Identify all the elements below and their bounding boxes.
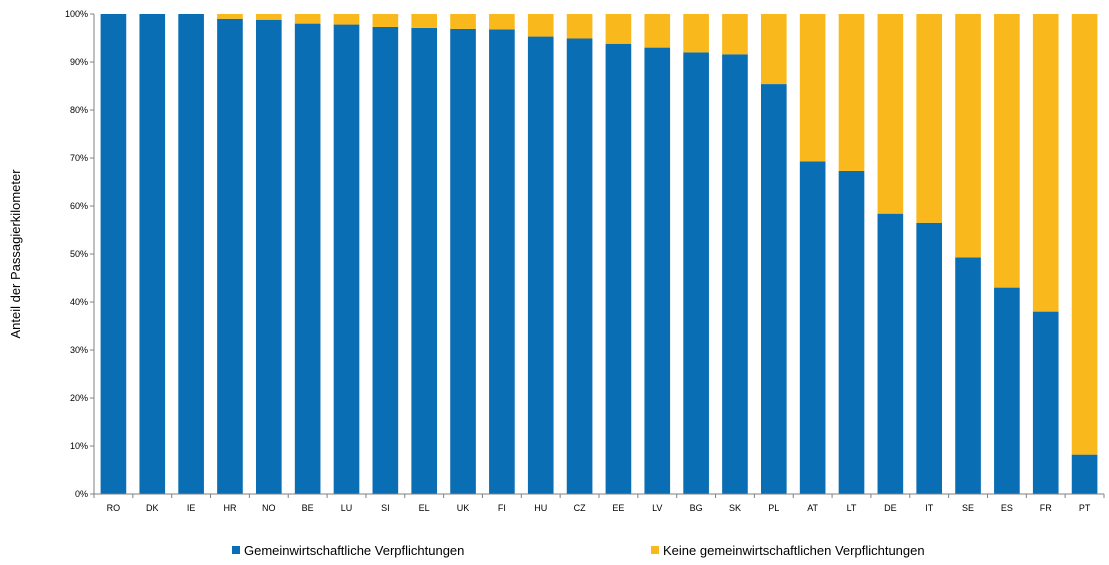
x-tick-label: BE: [302, 503, 314, 513]
bar-public-service-ro: [100, 14, 127, 494]
bar-no-public-service-hu: [527, 14, 554, 37]
bar-no-public-service-lu: [333, 14, 360, 25]
x-tick-label: UK: [457, 503, 470, 513]
x-tick-label: DE: [884, 503, 897, 513]
x-tick-label: IT: [925, 503, 934, 513]
x-tick-label: LT: [847, 503, 857, 513]
bar-public-service-bg: [683, 52, 709, 495]
y-tick-label: 80%: [70, 105, 88, 115]
x-axis-ticks: RO DK IE HR NO BE LU SI EL UK FI HU CZ EE LV BG SK PL AT LT…: [93, 494, 1105, 513]
bar-no-public-service-se: [955, 14, 981, 258]
bar-public-service-no: [255, 19, 282, 494]
x-tick-label: SE: [962, 503, 974, 513]
x-tick-label: BG: [690, 503, 703, 513]
x-tick-label: LU: [341, 503, 353, 513]
bar-public-service-ie: [178, 14, 204, 494]
bar-public-service-pl: [760, 84, 787, 494]
x-tick-label: EE: [612, 503, 624, 513]
x-tick-label: CZ: [574, 503, 586, 513]
x-tick-label: SK: [729, 503, 741, 513]
x-tick-label: FI: [498, 503, 506, 513]
bar-public-service-hr: [217, 18, 243, 495]
bar-public-service-at: [799, 161, 826, 495]
y-tick-label: 50%: [70, 249, 88, 259]
bar-no-public-service-ee: [605, 14, 632, 44]
bar-public-service-sk: [722, 54, 748, 494]
bar-no-public-service-be: [294, 14, 321, 24]
bar-no-public-service-fr: [1032, 14, 1059, 312]
bar-no-public-service-de: [877, 14, 904, 214]
x-tick-label: IE: [187, 503, 196, 513]
bar-no-public-service-cz: [566, 14, 593, 39]
x-tick-label: SI: [381, 503, 390, 513]
x-tick-label: HR: [223, 503, 236, 513]
y-tick-label: 100%: [65, 9, 88, 19]
legend-label-no-public-service: Keine gemeinwirtschaftlichen Verpflichtu…: [663, 543, 925, 558]
bar-no-public-service-at: [799, 14, 826, 162]
bar-no-public-service-sk: [722, 14, 748, 55]
y-tick-label: 20%: [70, 393, 88, 403]
bar-public-service-hu: [527, 36, 554, 495]
bar-no-public-service-hr: [217, 14, 243, 19]
y-tick-label: 10%: [70, 441, 88, 451]
x-tick-label: ES: [1001, 503, 1013, 513]
bar-public-service-es: [994, 287, 1020, 494]
bar-public-service-it: [916, 222, 943, 495]
bar-no-public-service-si: [372, 14, 399, 27]
bars-group: [100, 14, 1098, 495]
y-tick-label: 30%: [70, 345, 88, 355]
bar-no-public-service-es: [994, 14, 1020, 288]
x-tick-label: DK: [146, 503, 159, 513]
x-tick-label: LV: [652, 503, 662, 513]
bar-public-service-si: [372, 26, 399, 495]
x-tick-label: NO: [262, 503, 276, 513]
bar-no-public-service-pt: [1071, 14, 1098, 455]
bar-no-public-service-fi: [489, 14, 515, 30]
y-tick-label: 0%: [75, 489, 88, 499]
bar-public-service-dk: [139, 14, 166, 494]
x-tick-label: RO: [107, 503, 121, 513]
bar-public-service-fr: [1032, 311, 1059, 494]
bar-public-service-lu: [333, 24, 360, 495]
x-tick-label: EL: [419, 503, 430, 513]
axes-group: [93, 14, 1104, 495]
bar-no-public-service-lv: [644, 14, 671, 48]
y-axis-title-group: Anteil der Passagierkilometer: [8, 169, 23, 339]
bar-public-service-se: [955, 257, 981, 494]
y-tick-label: 70%: [70, 153, 88, 163]
bar-no-public-service-it: [916, 14, 943, 223]
legend-label-public-service: Gemeinwirtschaftliche Verpflichtungen: [244, 543, 464, 558]
legend-swatch-no-public-service: [651, 546, 659, 554]
x-tick-label: FR: [1040, 503, 1052, 513]
bar-public-service-lv: [644, 47, 671, 494]
y-tick-label: 40%: [70, 297, 88, 307]
bar-public-service-el: [411, 27, 438, 494]
bar-public-service-de: [877, 213, 904, 494]
x-tick-label: AT: [807, 503, 818, 513]
legend: Gemeinwirtschaftliche Verpflichtungen Ke…: [232, 543, 925, 558]
y-tick-label: 90%: [70, 57, 88, 67]
bar-public-service-cz: [566, 38, 593, 494]
x-tick-label: HU: [534, 503, 547, 513]
bar-no-public-service-lt: [838, 14, 865, 171]
bar-public-service-uk: [450, 28, 476, 494]
bar-no-public-service-el: [411, 14, 438, 28]
legend-swatch-public-service: [232, 546, 240, 554]
x-tick-label: PT: [1079, 503, 1091, 513]
y-tick-label: 60%: [70, 201, 88, 211]
bar-public-service-fi: [489, 29, 515, 495]
y-axis-title: Anteil der Passagierkilometer: [8, 169, 23, 339]
bar-no-public-service-pl: [760, 14, 787, 85]
bar-public-service-ee: [605, 43, 632, 494]
y-axis-ticks: 0% 10% 20% 30% 40% 50% 60% 70% 80% 90% 100%: [65, 9, 94, 499]
x-tick-label: PL: [768, 503, 779, 513]
bar-no-public-service-bg: [683, 14, 709, 53]
bar-no-public-service-uk: [450, 14, 476, 29]
bar-no-public-service-no: [255, 14, 282, 20]
bar-public-service-lt: [838, 170, 865, 494]
bar-public-service-pt: [1071, 454, 1098, 494]
bar-public-service-be: [294, 23, 321, 494]
